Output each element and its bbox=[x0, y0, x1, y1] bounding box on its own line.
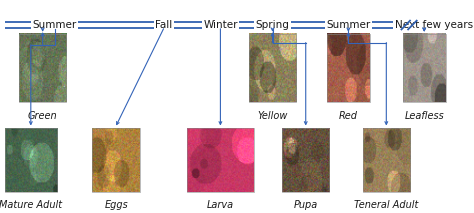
Text: Spring: Spring bbox=[255, 20, 290, 30]
Text: Summer: Summer bbox=[32, 20, 77, 30]
Bar bbox=[5, 128, 57, 192]
Bar bbox=[363, 128, 410, 192]
Bar bbox=[249, 34, 296, 102]
Text: Green: Green bbox=[28, 111, 57, 121]
Bar bbox=[327, 34, 370, 102]
Bar bbox=[92, 128, 140, 192]
Text: Mature Adult: Mature Adult bbox=[0, 200, 63, 210]
Text: Yellow: Yellow bbox=[257, 111, 288, 121]
Bar bbox=[19, 34, 66, 102]
Text: Teneral Adult: Teneral Adult bbox=[354, 200, 419, 210]
Bar bbox=[282, 128, 329, 192]
Text: Larva: Larva bbox=[207, 200, 234, 210]
Text: Red: Red bbox=[339, 111, 358, 121]
Text: Next few years: Next few years bbox=[395, 20, 473, 30]
Text: Leafless: Leafless bbox=[404, 111, 444, 121]
Text: Pupa: Pupa bbox=[293, 200, 318, 210]
Bar bbox=[403, 34, 446, 102]
Text: Fall: Fall bbox=[155, 20, 172, 30]
Bar bbox=[187, 128, 254, 192]
Text: Summer: Summer bbox=[326, 20, 371, 30]
Text: Winter: Winter bbox=[203, 20, 237, 30]
Text: Eggs: Eggs bbox=[104, 200, 128, 210]
